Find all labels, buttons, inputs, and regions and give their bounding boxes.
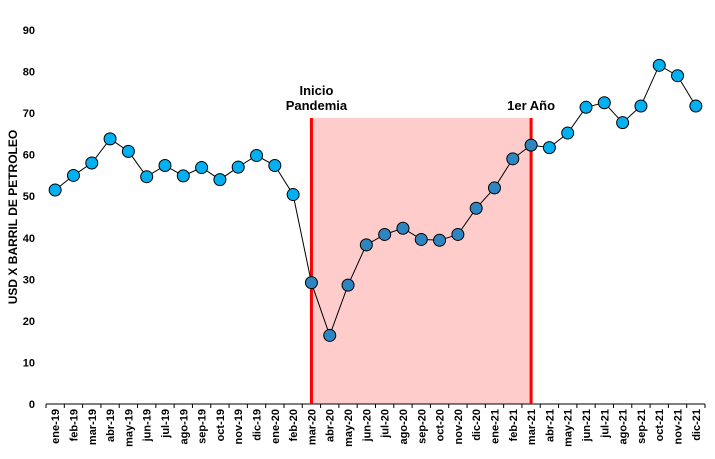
x-tick-label: nov-20 bbox=[453, 409, 465, 444]
y-tick-label: 90 bbox=[23, 25, 35, 37]
y-tick-label: 40 bbox=[23, 233, 35, 245]
x-tick-label: ene-21 bbox=[489, 409, 501, 444]
x-tick-label: ago-19 bbox=[178, 409, 190, 444]
data-point bbox=[48, 183, 62, 197]
data-point bbox=[579, 100, 593, 114]
data-point bbox=[689, 99, 703, 113]
x-tick-label: jun-20 bbox=[361, 409, 373, 442]
data-point bbox=[433, 233, 447, 247]
annotation-label: Inicio Pandemia bbox=[286, 83, 348, 113]
x-tick-label: jul-19 bbox=[160, 409, 172, 439]
x-tick-label: ago-21 bbox=[618, 409, 630, 444]
data-point bbox=[323, 328, 337, 342]
x-tick-label: may-19 bbox=[123, 409, 135, 447]
y-tick-label: 60 bbox=[23, 150, 35, 162]
data-point bbox=[671, 69, 685, 83]
data-point bbox=[597, 96, 611, 110]
x-tick-label: nov-21 bbox=[673, 409, 685, 444]
y-tick-label: 30 bbox=[23, 274, 35, 286]
data-point bbox=[359, 238, 373, 252]
data-point bbox=[616, 116, 630, 130]
data-point bbox=[652, 58, 666, 72]
data-point bbox=[414, 232, 428, 246]
x-tick-label: feb-21 bbox=[508, 409, 520, 441]
y-tick-label: 10 bbox=[23, 357, 35, 369]
data-point bbox=[268, 158, 282, 172]
annotations: Inicio Pandemia 1er Año bbox=[286, 83, 555, 113]
x-tick-label: ene-19 bbox=[50, 409, 62, 444]
x-tick-label: nov-19 bbox=[233, 409, 245, 444]
x-tick-label: jun-21 bbox=[581, 409, 593, 442]
data-point bbox=[231, 160, 245, 174]
x-tick-label: oct-20 bbox=[435, 409, 447, 441]
y-tick-label: 50 bbox=[23, 191, 35, 203]
x-tick-label: jun-19 bbox=[142, 409, 154, 442]
data-markers bbox=[48, 58, 703, 342]
data-point bbox=[85, 156, 99, 170]
x-tick-label: jul-21 bbox=[599, 409, 611, 439]
x-tick-label: sep-20 bbox=[416, 409, 428, 444]
data-point bbox=[66, 168, 80, 182]
y-tick-label: 80 bbox=[23, 67, 35, 79]
data-point bbox=[121, 144, 135, 158]
data-point bbox=[195, 161, 209, 175]
data-point bbox=[250, 148, 264, 162]
x-tick-label: oct-19 bbox=[215, 409, 227, 441]
data-point bbox=[286, 188, 300, 202]
annotation-label: 1er Año bbox=[507, 98, 555, 113]
x-axis-ticks: ene-19 feb-19 mar-19 abr-19 may-19 jun-19 jul-… bbox=[45, 404, 706, 447]
x-tick-label: dic-20 bbox=[471, 409, 483, 441]
y-axis-ticks: 0 10 20 30 40 50 60 70 80 90 bbox=[23, 25, 35, 411]
y-tick-label: 70 bbox=[23, 108, 35, 120]
x-tick-label: may-21 bbox=[563, 409, 575, 447]
data-point bbox=[561, 126, 575, 140]
x-tick-label: mar-21 bbox=[526, 409, 538, 445]
data-point bbox=[396, 221, 410, 235]
x-tick-label: ene-20 bbox=[270, 409, 282, 444]
x-tick-label: abr-19 bbox=[105, 409, 117, 442]
y-axis-title: USD X BARRIL DE PETROLEO bbox=[6, 130, 20, 304]
data-point bbox=[378, 227, 392, 241]
data-point bbox=[469, 201, 483, 215]
x-tick-label: ago-20 bbox=[398, 409, 410, 444]
x-tick-label: sep-19 bbox=[197, 409, 209, 444]
x-tick-label: mar-20 bbox=[306, 409, 318, 445]
y-tick-label: 20 bbox=[23, 316, 35, 328]
data-point bbox=[158, 158, 172, 172]
highlight-region bbox=[311, 118, 532, 404]
data-point bbox=[542, 141, 556, 155]
data-point bbox=[341, 278, 355, 292]
x-tick-label: oct-21 bbox=[654, 409, 666, 441]
data-point bbox=[176, 169, 190, 183]
x-tick-label: abr-21 bbox=[544, 409, 556, 442]
data-point bbox=[213, 173, 227, 187]
x-tick-label: feb-20 bbox=[288, 409, 300, 441]
data-point bbox=[140, 170, 154, 184]
x-tick-label: dic-19 bbox=[252, 409, 264, 441]
x-tick-label: sep-21 bbox=[636, 409, 648, 444]
data-point bbox=[451, 227, 465, 241]
event-lines bbox=[309, 118, 533, 404]
data-point bbox=[304, 276, 318, 290]
data-point bbox=[524, 138, 538, 152]
y-tick-label: 0 bbox=[29, 399, 35, 411]
data-point bbox=[487, 181, 501, 195]
data-point bbox=[103, 132, 117, 146]
data-point bbox=[506, 152, 520, 166]
x-tick-label: mar-19 bbox=[87, 409, 99, 445]
x-tick-label: feb-19 bbox=[68, 409, 80, 441]
x-tick-label: abr-20 bbox=[325, 409, 337, 442]
x-tick-label: may-20 bbox=[343, 409, 355, 447]
x-tick-label: dic-21 bbox=[691, 409, 703, 441]
x-tick-label: jul-20 bbox=[380, 409, 392, 439]
data-point bbox=[634, 99, 648, 113]
